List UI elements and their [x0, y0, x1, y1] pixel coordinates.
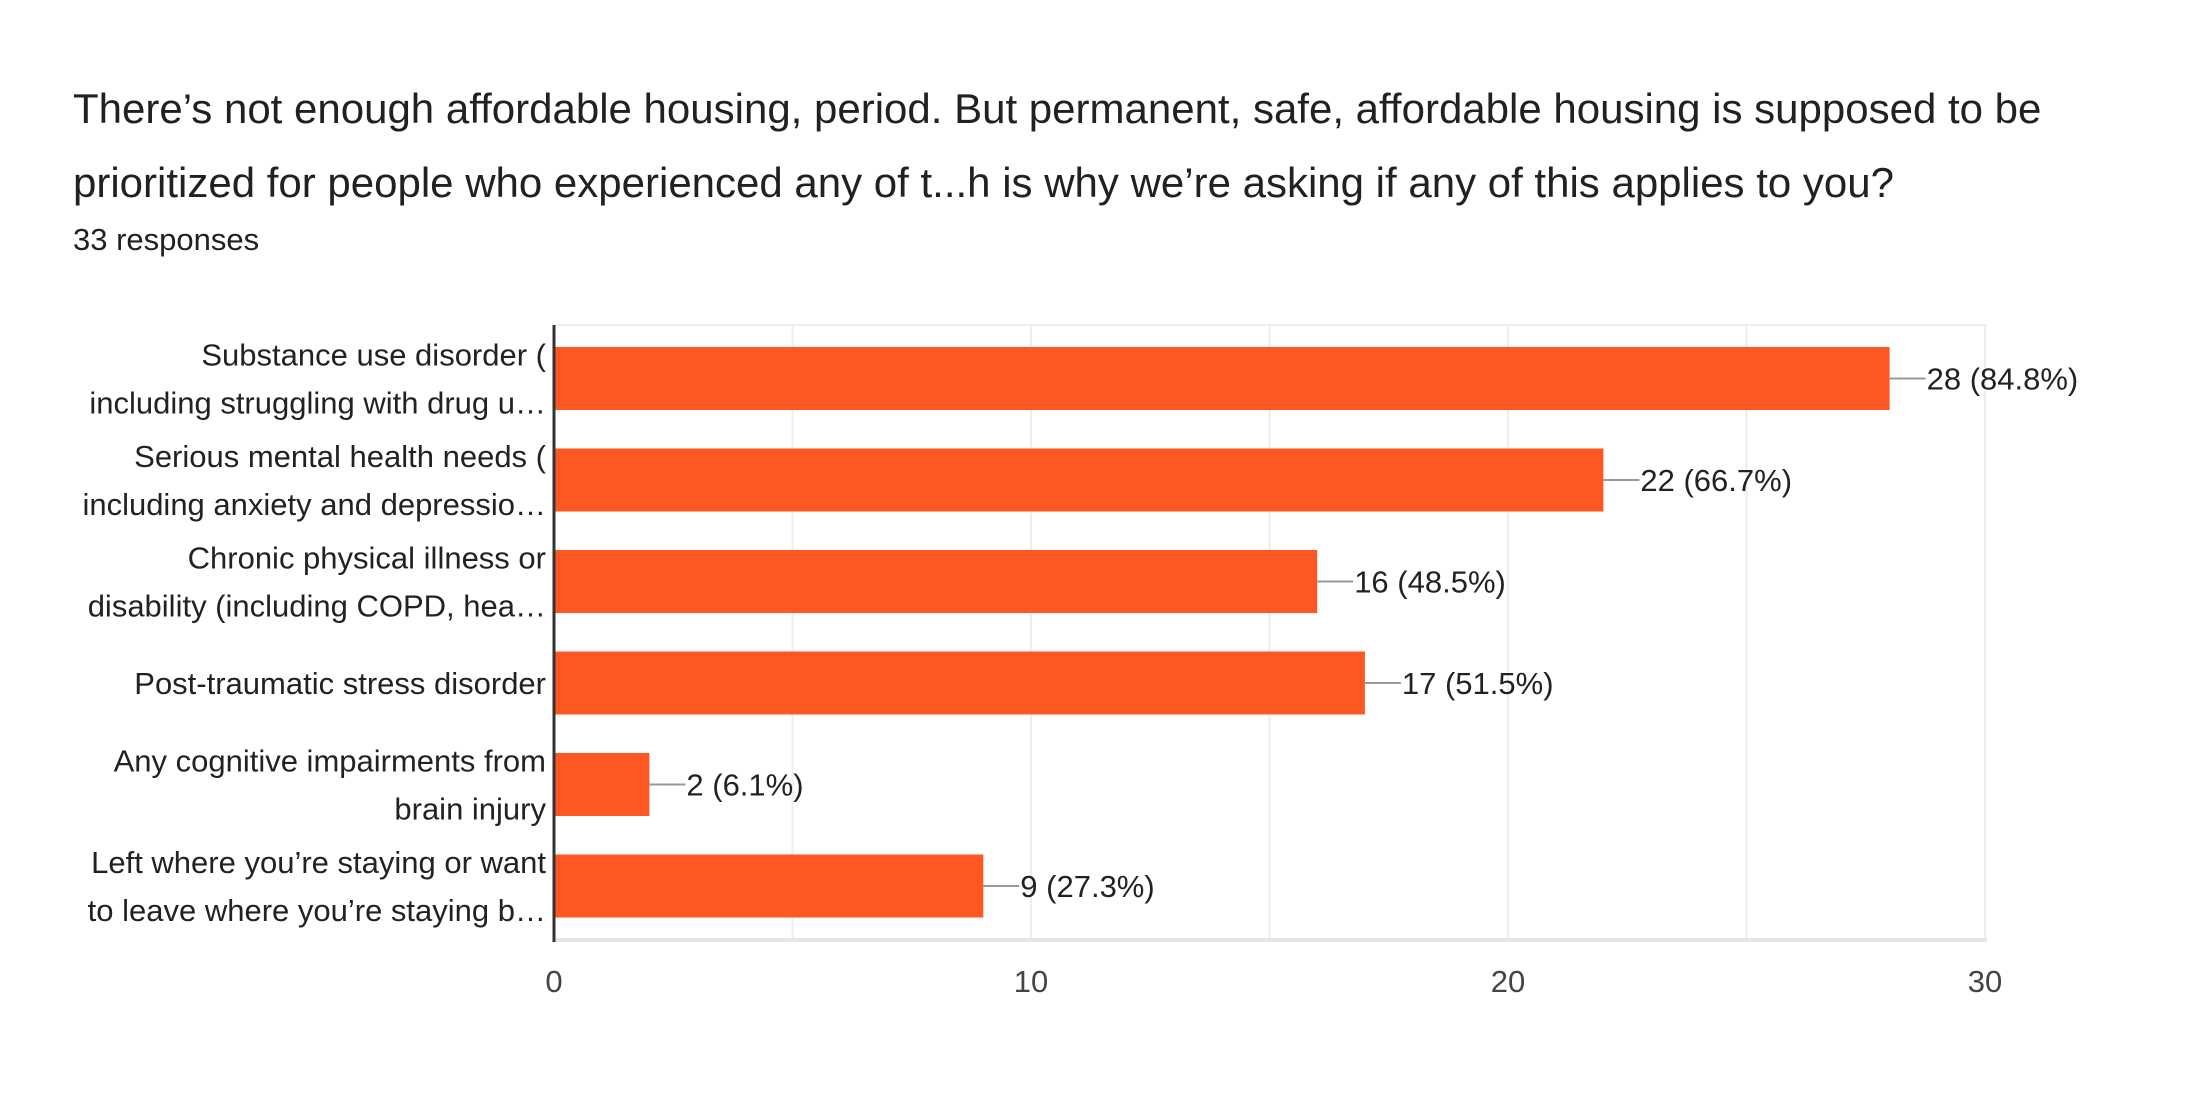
- question-title: There’s not enough affordable housing, p…: [73, 85, 2042, 206]
- category-label: Post-traumatic stress disorder: [134, 666, 546, 701]
- category-label: including anxiety and depressio…: [82, 487, 546, 522]
- data-label: 17 (51.5%): [1402, 666, 1554, 701]
- bar: [554, 347, 1890, 410]
- bar: [554, 550, 1318, 613]
- x-tick-label: 0: [545, 964, 562, 999]
- category-label: including struggling with drug u…: [89, 386, 546, 421]
- category-label: Serious mental health needs (: [134, 439, 547, 474]
- bar: [554, 854, 984, 918]
- bar: [554, 651, 1365, 715]
- data-label: 9 (27.3%): [1020, 869, 1154, 904]
- category-label: disability (including COPD, hea…: [88, 589, 546, 624]
- category-label: Substance use disorder (: [201, 338, 546, 373]
- category-label: Left where you’re staying or want: [91, 845, 546, 880]
- data-label: 16 (48.5%): [1354, 565, 1506, 600]
- x-tick-label: 10: [1014, 964, 1048, 999]
- data-label: 22 (66.7%): [1640, 463, 1792, 498]
- x-tick-label: 20: [1491, 964, 1525, 999]
- category-label: to leave where you’re staying b…: [88, 893, 546, 928]
- x-tick-label: 30: [1968, 964, 2002, 999]
- data-label: 2 (6.1%): [686, 768, 803, 803]
- bar: [554, 448, 1604, 512]
- category-label: Any cognitive impairments from: [114, 744, 546, 779]
- bar: [554, 753, 650, 816]
- data-label: 28 (84.8%): [1927, 362, 2079, 397]
- category-label: Chronic physical illness or: [188, 541, 546, 576]
- response-count: 33 responses: [73, 222, 260, 257]
- category-label: brain injury: [394, 792, 546, 827]
